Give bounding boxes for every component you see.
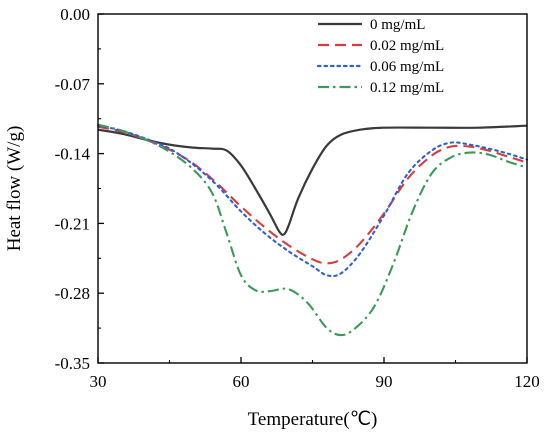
y-tick-label: -0.35 (55, 354, 90, 373)
x-tick-label: 120 (514, 372, 540, 391)
legend-label-3: 0.12 mg/mL (370, 80, 444, 96)
legend: 0 mg/mL 0.02 mg/mL 0.06 mg/mL 0.12 mg/mL (316, 17, 444, 96)
series-line-3 (97, 123, 528, 337)
y-tick-label: 0.00 (60, 5, 90, 24)
series-layer (96, 123, 529, 337)
legend-label-0: 0 mg/mL (370, 17, 425, 33)
x-axis-title: Temperature(℃) (248, 409, 378, 430)
x-tick-label: 60 (233, 372, 250, 391)
legend-label-1: 0.02 mg/mL (370, 38, 444, 54)
y-tick-label: -0.07 (55, 75, 91, 94)
series-line-0 (97, 124, 528, 236)
y-tick-label: -0.14 (55, 145, 91, 164)
legend-label-2: 0.06 mg/mL (370, 59, 444, 75)
y-tick-label: -0.21 (55, 214, 90, 233)
x-tick-label: 30 (90, 372, 107, 391)
series-line-2 (96, 124, 529, 278)
series-line-1 (97, 125, 528, 265)
y-tick-label: -0.28 (55, 284, 90, 303)
x-tick-label: 90 (376, 372, 393, 391)
ticks-layer: 30 60 90 120 0.00 -0.07 -0.14 -0.21 -0.28 -0.35 (55, 5, 540, 391)
y-axis-title: Heat flow (W/g) (4, 126, 25, 252)
